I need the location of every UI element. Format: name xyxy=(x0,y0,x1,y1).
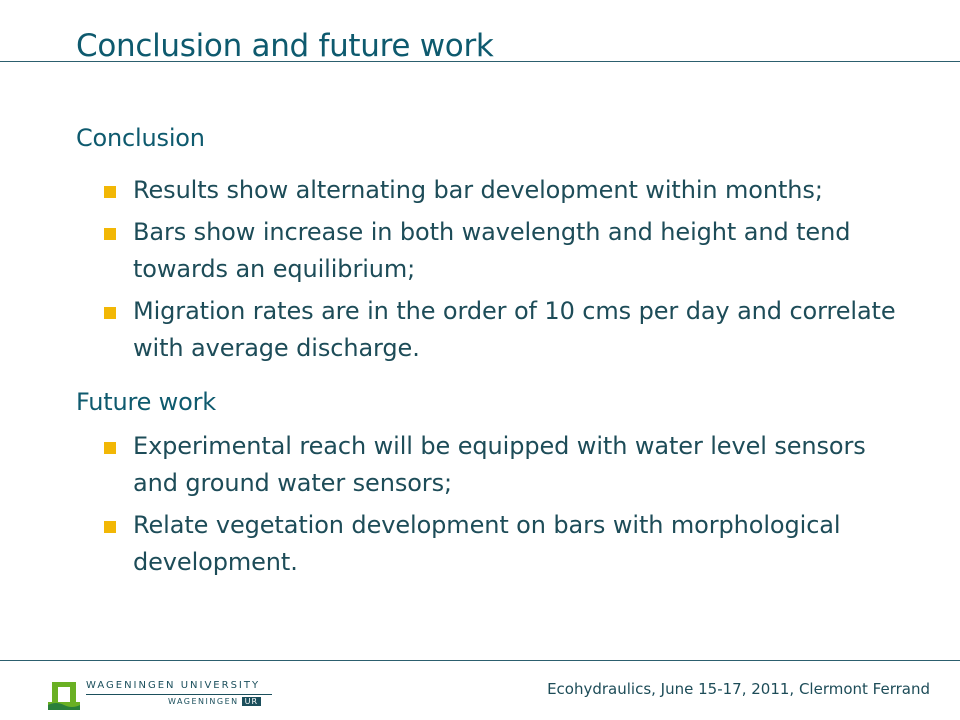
list-item: Experimental reach will be equipped with… xyxy=(104,428,904,502)
list-item: Relate vegetation development on bars wi… xyxy=(104,507,904,581)
logo-ur-badge: UR xyxy=(241,697,262,706)
wageningen-logo: WAGENINGEN UNIVERSITY WAGENINGEN UR xyxy=(44,678,284,712)
conclusion-list: Results show alternating bar development… xyxy=(104,172,904,372)
wageningen-logo-icon xyxy=(48,682,80,710)
list-item: Migration rates are in the order of 10 c… xyxy=(104,293,904,367)
logo-ur-text: WAGENINGEN UR xyxy=(168,697,262,706)
section-heading-conclusion: Conclusion xyxy=(76,124,205,152)
bullet-square-icon xyxy=(104,442,116,454)
list-item: Bars show increase in both wavelength an… xyxy=(104,214,904,288)
bullet-text: Relate vegetation development on bars wi… xyxy=(133,511,841,576)
bullet-text: Bars show increase in both wavelength an… xyxy=(133,218,851,283)
list-item: Results show alternating bar development… xyxy=(104,172,904,209)
bullet-text: Migration rates are in the order of 10 c… xyxy=(133,297,896,362)
footer-event-text: Ecohydraulics, June 15-17, 2011, Clermon… xyxy=(547,680,930,698)
logo-wageningen-text: WAGENINGEN xyxy=(168,697,239,706)
logo-divider xyxy=(86,694,272,695)
bullet-square-icon xyxy=(104,228,116,240)
section-heading-future-work: Future work xyxy=(76,388,216,416)
bullet-square-icon xyxy=(104,186,116,198)
footer-divider xyxy=(0,660,960,661)
bullet-square-icon xyxy=(104,521,116,533)
slide-title: Conclusion and future work xyxy=(76,28,494,64)
bullet-text: Experimental reach will be equipped with… xyxy=(133,432,866,497)
bullet-text: Results show alternating bar development… xyxy=(133,176,823,204)
bullet-square-icon xyxy=(104,307,116,319)
title-divider xyxy=(0,61,960,62)
future-work-list: Experimental reach will be equipped with… xyxy=(104,428,904,586)
logo-university-text: WAGENINGEN UNIVERSITY xyxy=(86,680,261,691)
